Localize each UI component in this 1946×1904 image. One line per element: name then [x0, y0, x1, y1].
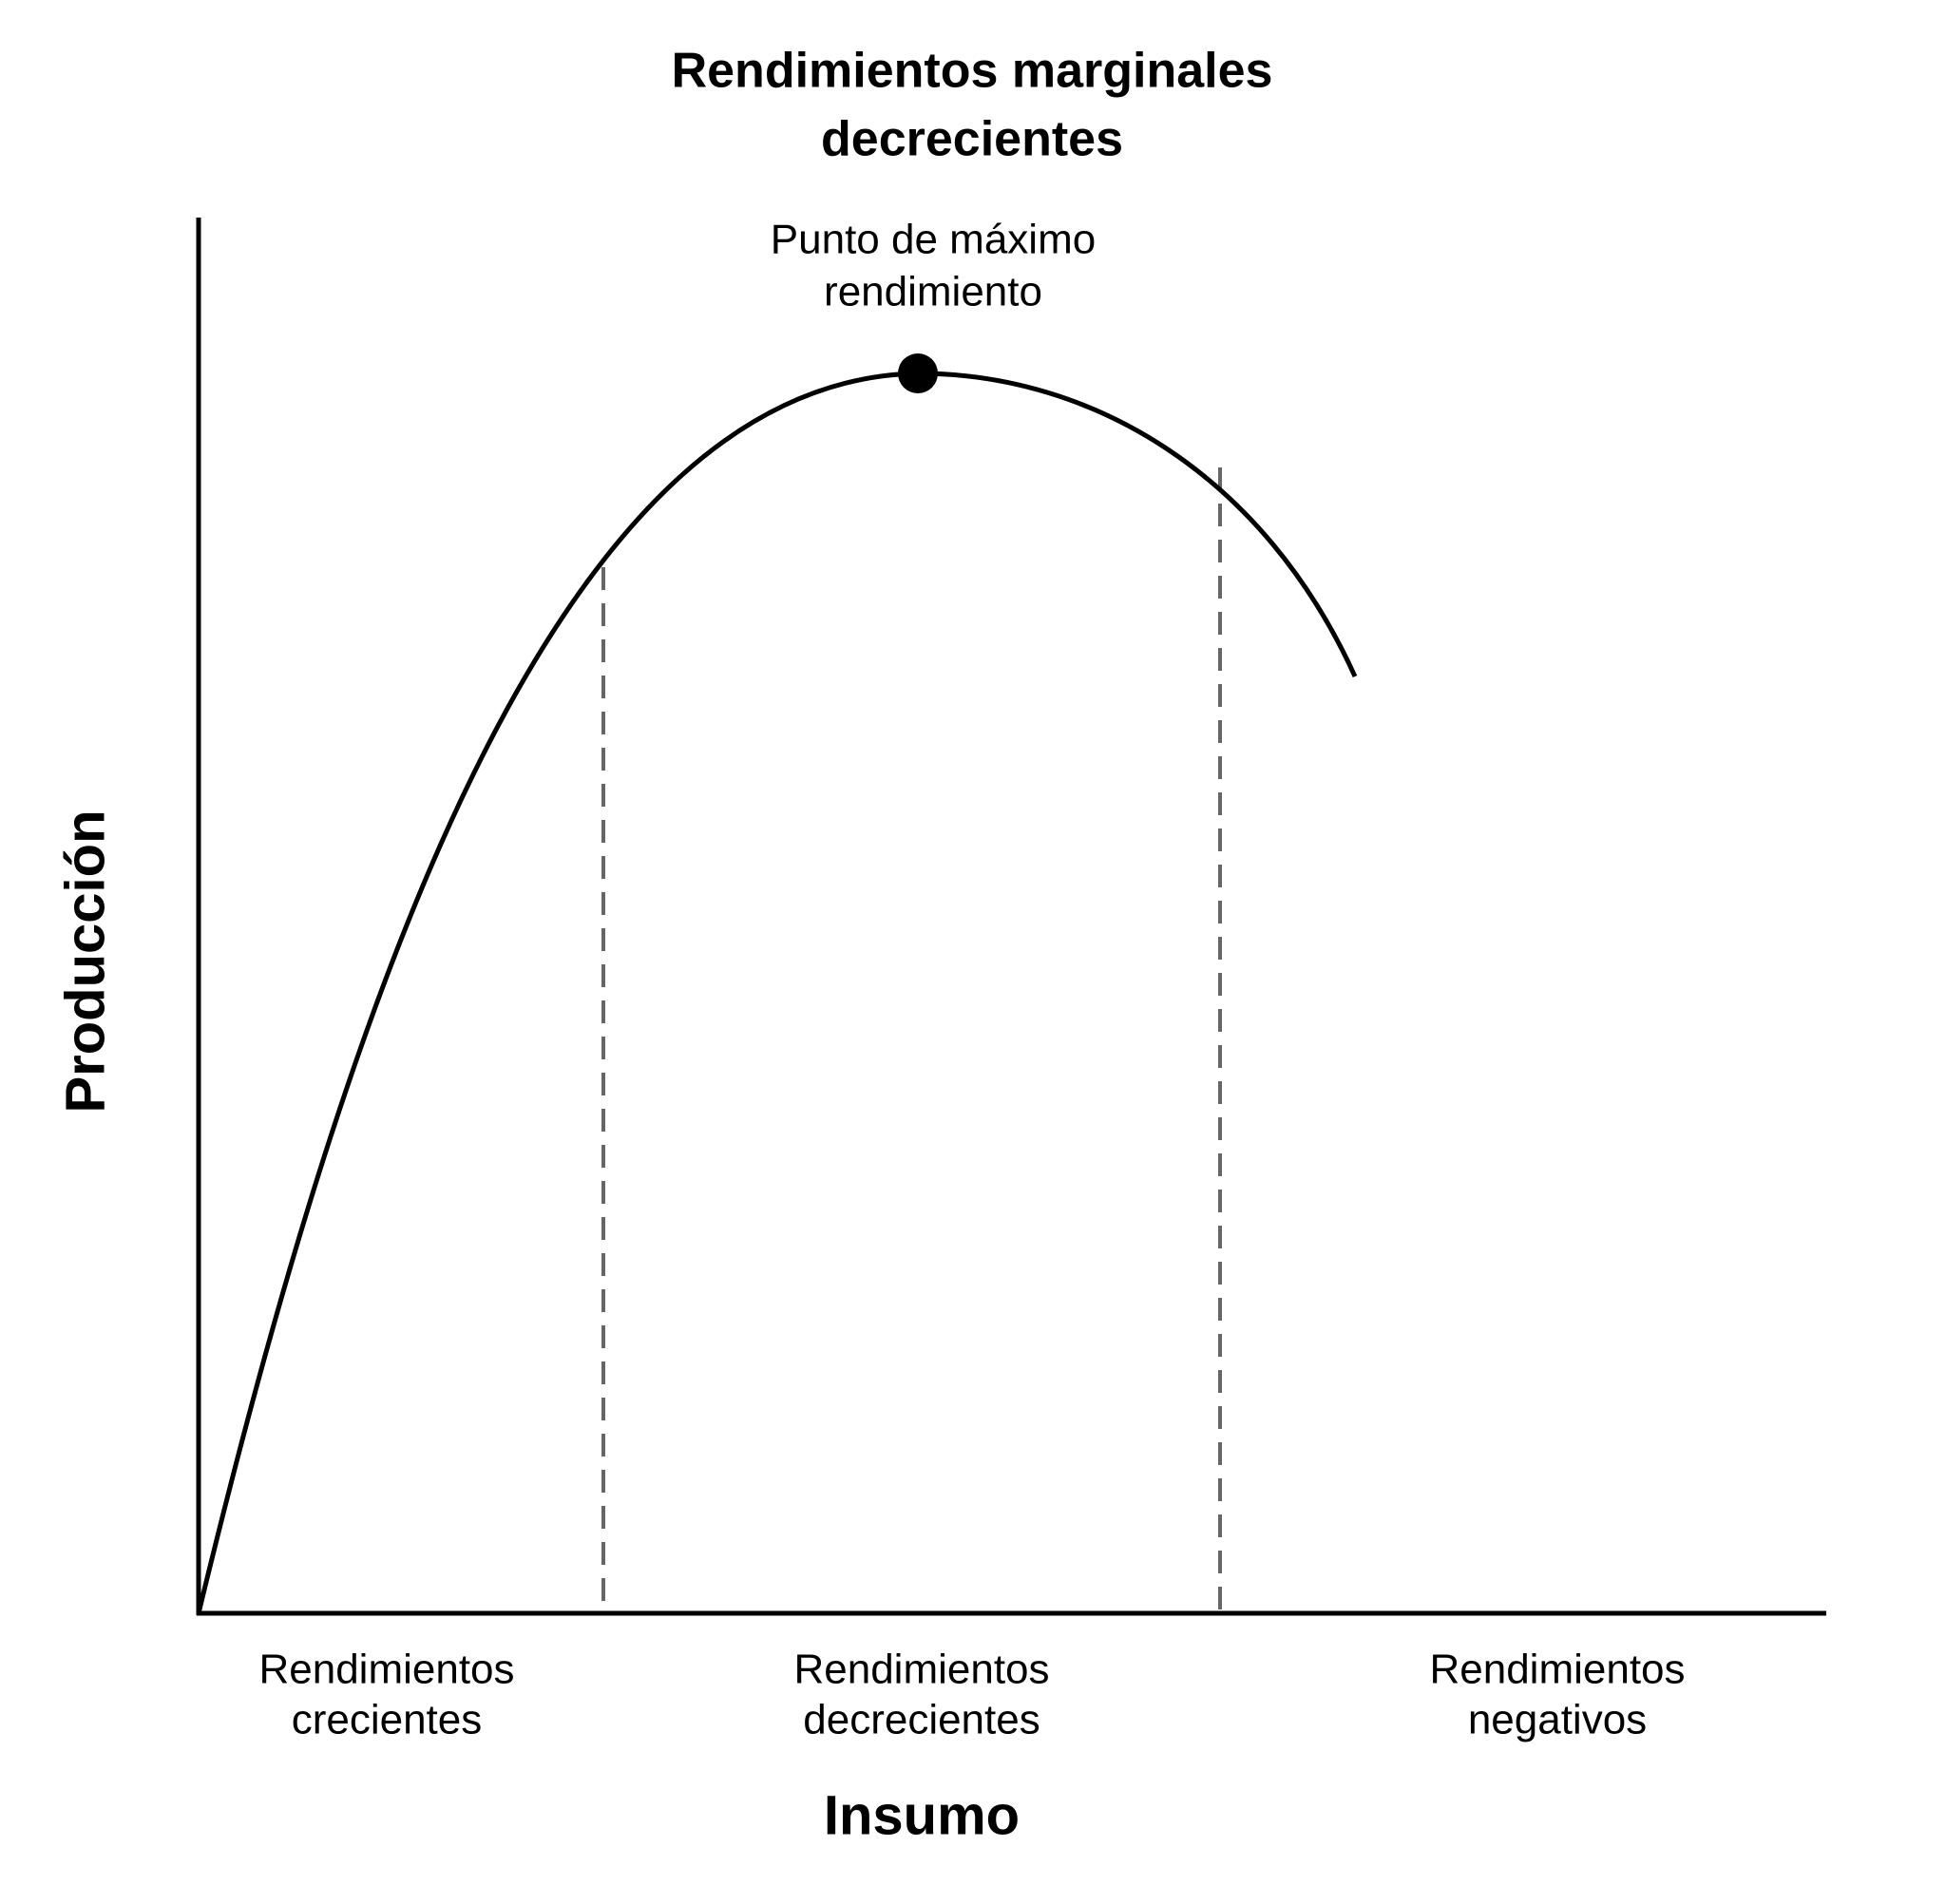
region-label: Rendimientos [793, 1647, 1049, 1693]
annotation: Punto de máximo [771, 217, 1096, 263]
region-label: decrecientes [803, 1697, 1040, 1743]
x-axis-title: Insumo [824, 1784, 1020, 1846]
annotation: rendimiento [824, 269, 1042, 315]
title-line: Rendimientos marginales [672, 44, 1273, 99]
region-label: Rendimientos [1429, 1647, 1685, 1693]
title-line: decrecientes [821, 112, 1123, 167]
peak-point [898, 353, 938, 393]
y-axis-title: Producción [54, 809, 116, 1113]
region-label: Rendimientos [258, 1647, 514, 1693]
production-curve [196, 371, 1358, 1614]
region-label: crecientes [292, 1697, 483, 1743]
region-label: negativos [1468, 1697, 1647, 1743]
